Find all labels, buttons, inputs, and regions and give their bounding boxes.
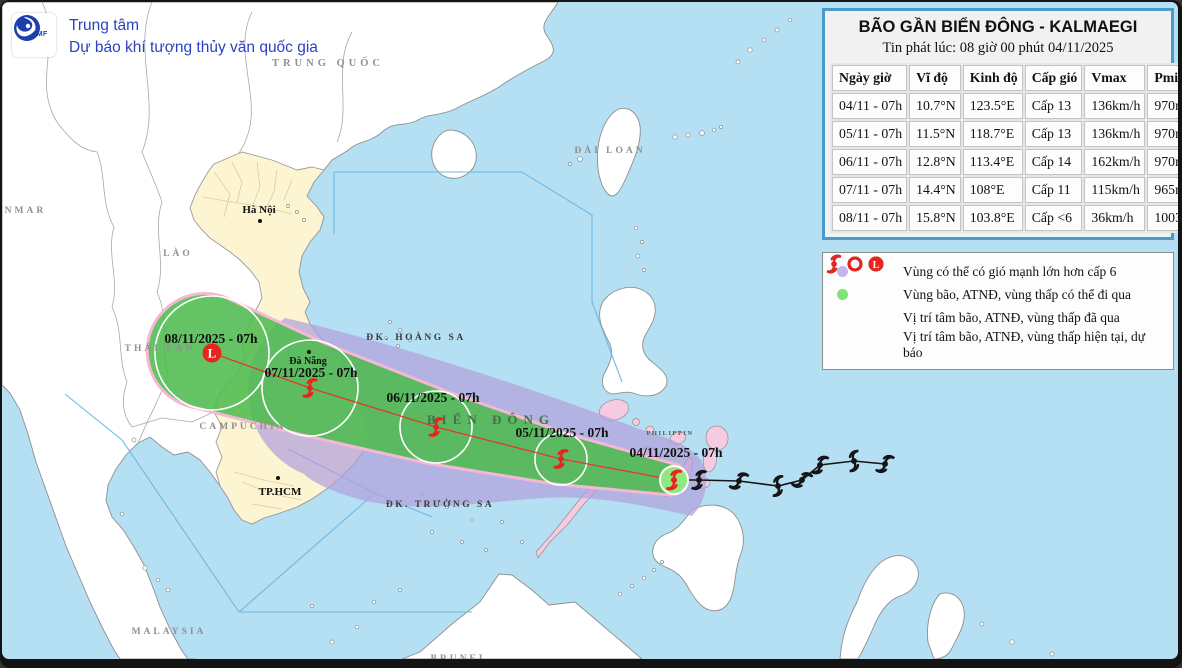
- sulawesi-island: [839, 555, 919, 659]
- map-canvas: L TRUNG QUỐC ĐÀI LOAN MYANMAR LÀO THÁI L…: [2, 2, 1178, 659]
- city-label-tphcm: TP.HCM: [259, 486, 302, 498]
- label-lao: LÀO: [163, 247, 193, 259]
- col-vi-do: Vĩ độ: [909, 65, 961, 91]
- city-dot-hanoi: [258, 219, 262, 223]
- forecast-uncertainty-circles: [154, 295, 588, 486]
- svg-text:L: L: [208, 346, 217, 361]
- legend-row-past-positions: L Vị trí tâm bão, ATNĐ, vùng thấp đã qua: [826, 254, 1167, 329]
- col-pmin: Pmin: [1147, 65, 1178, 91]
- label-myanmar: MYANMAR: [2, 206, 46, 216]
- small-islands: [119, 17, 1055, 657]
- country-borders: [41, 2, 353, 444]
- table-row: 04/11 - 07h 10.7°N 123.5°E Cấp 13 136km/h 970…: [832, 93, 1178, 119]
- org-title-line1: Trung tâm: [69, 17, 140, 34]
- label-trung-quoc: TRUNG QUỐC: [272, 56, 384, 69]
- label-philippin: PHILIPPIN: [646, 430, 693, 437]
- storm-forecast-table: Ngày giờ Vĩ độ Kinh độ Cấp gió Vmax Pmin…: [830, 63, 1178, 233]
- city-dot-danang: [307, 350, 311, 354]
- legend-label: Vị trí tâm bão, ATNĐ, vùng thấp hiện tại…: [903, 329, 1146, 360]
- past-track-line: [674, 460, 886, 487]
- forecast-label-0511: 05/11/2025 - 07h: [515, 425, 609, 440]
- svg-text:L: L: [873, 260, 880, 271]
- label-bien-dong: BIỂN ĐÔNG: [427, 412, 555, 427]
- nchmf-logo-icon: [14, 15, 40, 41]
- org-title-line2: Dự báo khí tượng thủy văn quốc gia: [69, 39, 318, 57]
- col-cap-gio: Cấp gió: [1024, 65, 1083, 91]
- legend-label: Vị trí tâm bão, ATNĐ, vùng thấp đã qua: [903, 309, 1120, 325]
- label-truong-sa: ĐK. TRƯỜNG SA: [386, 498, 494, 510]
- red-storm-symbols-icon: L: [826, 254, 884, 274]
- storm-title: BÃO GẦN BIỂN ĐÔNG - KALMAEGI: [858, 18, 1138, 36]
- table-row: 05/11 - 07h 11.5°N 118.7°E Cấp 13 136km/h 970…: [832, 121, 1178, 147]
- label-hoang-sa: ĐK. HOÀNG SA: [366, 331, 465, 343]
- low-pressure-icon: L: [202, 343, 222, 363]
- city-label-hanoi: Hà Nội: [242, 204, 275, 216]
- label-brunei: BRUNEI: [431, 654, 486, 659]
- city-label-danang: Đà Nẵng: [289, 356, 327, 367]
- map-legend: Vùng có thể có gió mạnh lớn hơn cấp 6 Vù…: [822, 252, 1174, 370]
- hainan-island: [431, 129, 477, 179]
- col-vmax: Vmax: [1084, 65, 1146, 91]
- storm-info-panel: BÃO GẦN BIỂN ĐÔNG - KALMAEGI Tin phát lú…: [822, 8, 1178, 240]
- forecast-label-0811: 08/11/2025 - 07h: [164, 331, 258, 346]
- halmahera-island: [927, 592, 965, 659]
- purple-area-dot-icon: [837, 266, 848, 277]
- legend-label: Vùng bão, ATNĐ, vùng thấp có thể đi qua: [903, 286, 1131, 302]
- luzon-island: [599, 286, 668, 397]
- legend-row-forecast-positions: L Vị trí tâm bão, ATNĐ, vùng thấp hiện t…: [826, 254, 1167, 361]
- nchmf-logo: NCHMF: [12, 13, 56, 57]
- legend-row-track-area: Vùng bão, ATNĐ, vùng thấp có thể đi qua: [831, 283, 1167, 306]
- label-campuchia: CAMPUCHIA: [199, 422, 286, 432]
- table-header-row: Ngày giờ Vĩ độ Kinh độ Cấp gió Vmax Pmin: [832, 65, 1178, 91]
- table-row: 06/11 - 07h 12.8°N 113.4°E Cấp 14 162km/h 970…: [832, 149, 1178, 175]
- legend-row-wind-area: Vùng có thể có gió mạnh lớn hơn cấp 6: [831, 260, 1167, 283]
- label-malaysia: MALAYSIA: [132, 627, 207, 637]
- city-dot-tphcm: [276, 476, 280, 480]
- col-kinh-do: Kinh độ: [962, 65, 1023, 91]
- label-dai-loan: ĐÀI LOAN: [574, 144, 645, 156]
- issued-time: Tin phát lúc: 08 giờ 00 phút 04/11/2025: [882, 40, 1114, 56]
- legend-label: Vùng có thể có gió mạnh lớn hơn cấp 6: [903, 263, 1117, 279]
- taiwan-island: [597, 107, 641, 197]
- org-title: Trung tâm Dự báo khí tượng thủy văn quốc…: [69, 13, 318, 60]
- forecast-label-0711: 07/11/2025 - 07h: [264, 365, 358, 380]
- forecast-label-0411: 04/11/2025 - 07h: [629, 445, 723, 460]
- mindanao-island: [652, 504, 744, 612]
- green-area-dot-icon: [837, 289, 848, 300]
- label-thai-lan: THÁI LAN: [125, 342, 196, 354]
- mainland-asia: [2, 2, 965, 659]
- col-ngay-gio: Ngày giờ: [832, 65, 908, 91]
- forecast-label-0611: 06/11/2025 - 07h: [386, 390, 480, 405]
- borneo-island: [401, 573, 643, 659]
- weather-map: L TRUNG QUỐC ĐÀI LOAN MYANMAR LÀO THÁI L…: [2, 2, 1055, 659]
- header-brand: NCHMF Trung tâm Dự báo khí tượng thủy vă…: [12, 13, 318, 60]
